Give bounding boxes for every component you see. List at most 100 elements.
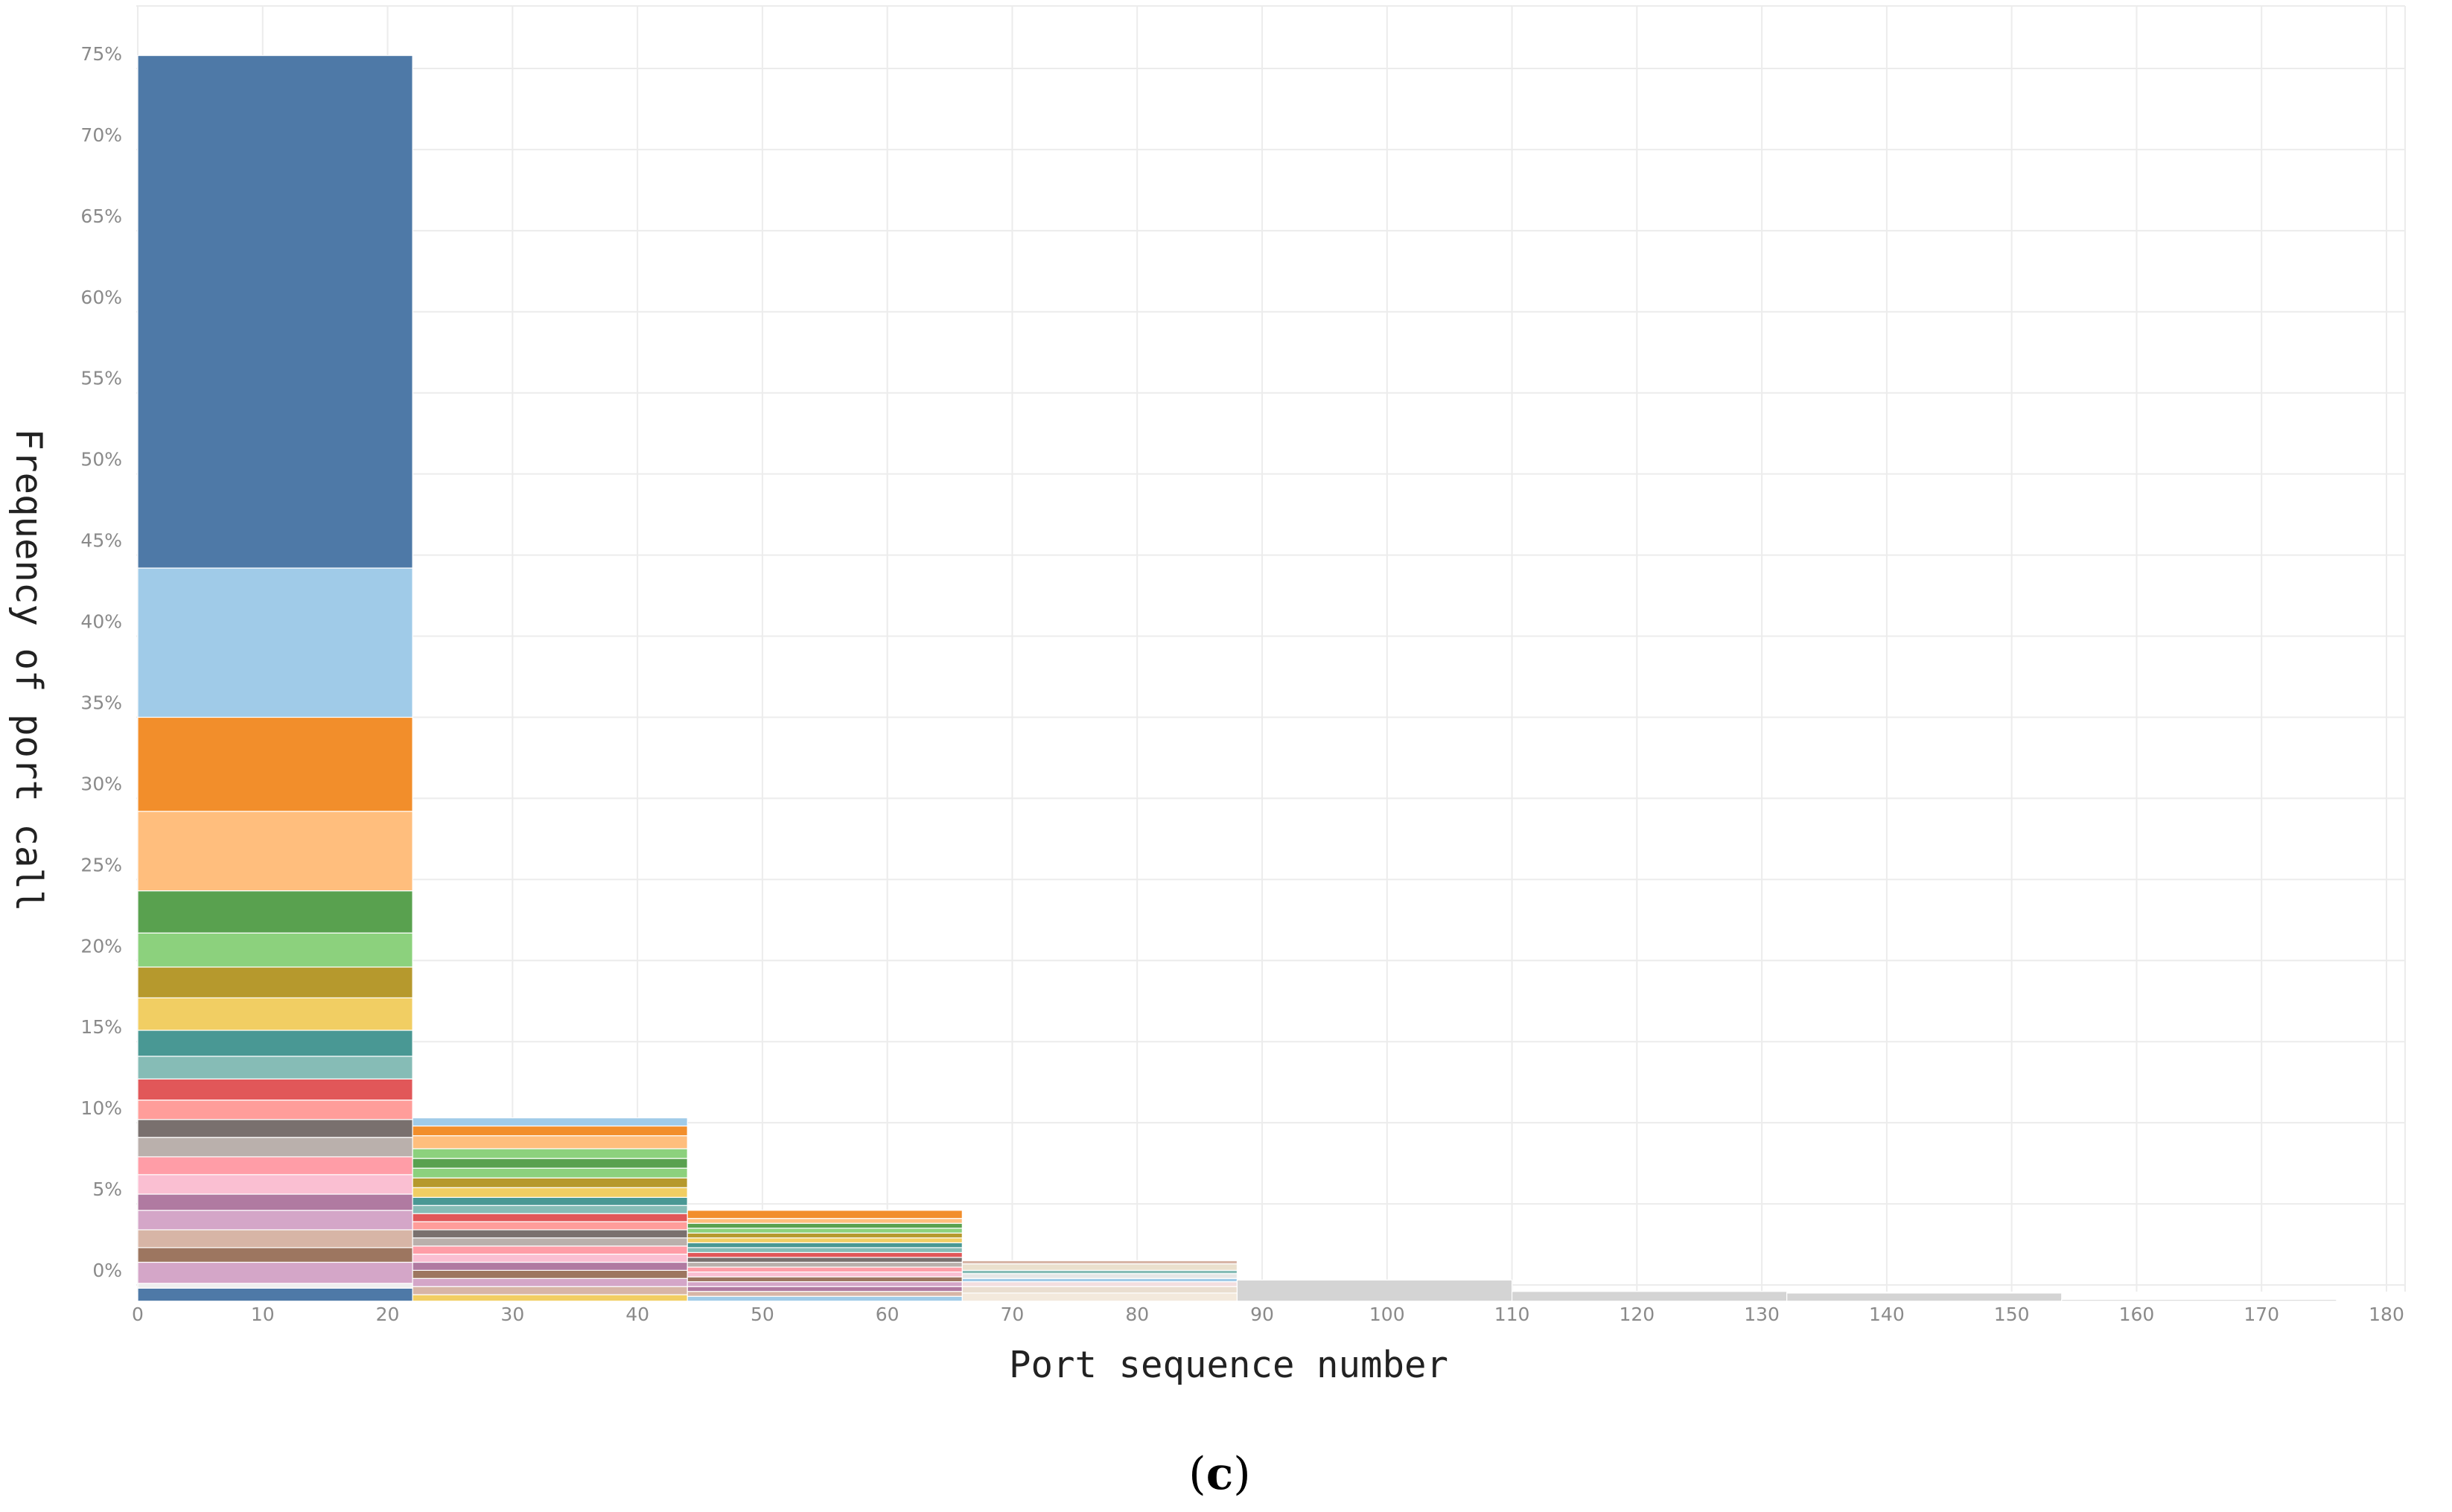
bar-segment-2-8 — [687, 1257, 963, 1263]
bar-bin-3 — [961, 1260, 1238, 1302]
bar-segment-0-2 — [137, 1261, 413, 1284]
y-tick-label-2: 10% — [80, 1097, 122, 1119]
bar-segment-4-0 — [1236, 1279, 1513, 1302]
bar-segment-1-19 — [412, 1125, 688, 1137]
bar-segment-3-0 — [961, 1292, 1238, 1302]
grid — [136, 5, 2406, 1292]
bar-bin-2 — [687, 1210, 963, 1302]
bar-segment-1-18 — [412, 1135, 688, 1149]
bar-segment-0-1 — [137, 1283, 413, 1289]
bar-segment-2-14 — [687, 1228, 963, 1234]
bar-segment-0-12 — [137, 1078, 413, 1101]
x-tick-labels: 0 10 20 30 40 50 60 70 80 90 100 110 120 130 140 150 160… — [132, 1304, 2404, 1325]
bar-segment-0-8 — [137, 1156, 413, 1176]
bar-segment-0-17 — [137, 932, 413, 968]
bar-segment-1-3 — [412, 1269, 688, 1279]
bar-segment-0-9 — [137, 1137, 413, 1158]
y-tick-label-5: 25% — [80, 854, 122, 875]
bar-segment-0-16 — [137, 966, 413, 998]
bar-segment-7-0 — [2061, 1299, 2337, 1302]
y-tick-label-6: 30% — [80, 773, 122, 794]
bar-segment-1-10 — [412, 1213, 688, 1222]
bar-segment-5-0 — [1511, 1291, 1788, 1302]
bar-bin-6 — [1786, 1292, 2063, 1302]
bar-segment-3-1 — [961, 1286, 1238, 1294]
bar-segment-0-5 — [137, 1210, 413, 1231]
bar-segment-1-11 — [412, 1205, 688, 1214]
bar-segment-1-9 — [412, 1221, 688, 1231]
bar-segment-1-8 — [412, 1229, 688, 1239]
bar-segment-1-13 — [412, 1187, 688, 1198]
bar-segment-0-21 — [137, 567, 413, 718]
bar-segment-2-3 — [687, 1281, 963, 1287]
bar-segment-2-1 — [687, 1291, 963, 1297]
panel-label-close: ) — [1233, 1448, 1250, 1500]
y-tick-label-15: 75% — [80, 43, 122, 65]
bar-segment-3-7 — [961, 1260, 1238, 1265]
histogram-bars — [137, 54, 2337, 1302]
y-tick-label-14: 70% — [80, 124, 122, 146]
x-tick-label-9: 90 — [1250, 1304, 1274, 1325]
y-axis-title: Frequency of port call — [7, 428, 50, 911]
bar-segment-1-15 — [412, 1167, 688, 1178]
bar-segment-2-11 — [687, 1242, 963, 1248]
bar-segment-3-4 — [961, 1273, 1238, 1279]
y-tick-label-0: 0% — [92, 1260, 122, 1281]
bar-segment-1-17 — [412, 1148, 688, 1159]
x-tick-label-1: 10 — [251, 1304, 275, 1325]
bar-segment-1-1 — [412, 1286, 688, 1295]
bar-segment-2-12 — [687, 1237, 963, 1243]
x-tick-label-15: 150 — [1994, 1304, 2030, 1325]
bar-segment-0-19 — [137, 811, 413, 892]
y-tick-label-8: 40% — [80, 611, 122, 633]
x-tick-label-10: 100 — [1369, 1304, 1405, 1325]
x-tick-label-0: 0 — [132, 1304, 144, 1325]
x-tick-label-6: 60 — [876, 1304, 899, 1325]
bar-segment-2-0 — [687, 1295, 963, 1302]
x-tick-label-18: 180 — [2369, 1304, 2404, 1325]
bar-segment-2-15 — [687, 1222, 963, 1229]
x-axis-title: Port sequence number — [1009, 1344, 1448, 1386]
bar-segment-2-2 — [687, 1286, 963, 1292]
bar-segment-0-15 — [137, 997, 413, 1031]
bar-segment-0-13 — [137, 1056, 413, 1079]
bar-segment-2-13 — [687, 1232, 963, 1239]
x-tick-label-13: 130 — [1744, 1304, 1780, 1325]
x-tick-label-5: 50 — [751, 1304, 774, 1325]
y-tick-label-1: 5% — [92, 1178, 122, 1200]
bar-segment-1-14 — [412, 1177, 688, 1188]
x-tick-label-12: 120 — [1619, 1304, 1655, 1325]
bar-segment-0-11 — [137, 1100, 413, 1120]
x-tick-label-17: 170 — [2244, 1304, 2279, 1325]
bar-segment-6-0 — [1786, 1292, 2063, 1302]
bar-segment-2-17 — [687, 1210, 963, 1219]
panel-label-open: ( — [1188, 1448, 1206, 1500]
bar-segment-0-22 — [137, 54, 413, 569]
bar-segment-3-3 — [961, 1277, 1238, 1283]
bar-segment-3-6 — [961, 1263, 1238, 1271]
bar-bin-7 — [2061, 1299, 2337, 1302]
bar-segment-0-4 — [137, 1229, 413, 1248]
y-tick-label-4: 20% — [80, 935, 122, 957]
x-tick-label-7: 70 — [1001, 1304, 1025, 1325]
bar-bin-5 — [1511, 1291, 1788, 1302]
x-tick-label-14: 140 — [1869, 1304, 1905, 1325]
y-tick-labels: 0% 5% 10% 15% 20% 25% 30% 35% 40% 45% 50% 55% 60% 65%… — [80, 43, 122, 1281]
bar-segment-1-2 — [412, 1277, 688, 1287]
bar-segment-1-12 — [412, 1196, 688, 1206]
y-tick-label-13: 65% — [80, 205, 122, 227]
bar-segment-2-4 — [687, 1276, 963, 1283]
bar-segment-1-4 — [412, 1261, 688, 1271]
y-tick-label-11: 55% — [80, 368, 122, 389]
x-tick-label-8: 80 — [1125, 1304, 1149, 1325]
bar-segment-1-6 — [412, 1245, 688, 1255]
y-tick-label-12: 60% — [80, 287, 122, 308]
bar-segment-3-2 — [961, 1281, 1238, 1287]
bar-segment-0-0 — [137, 1287, 413, 1302]
bar-segment-1-7 — [412, 1237, 688, 1247]
x-tick-label-2: 20 — [376, 1304, 400, 1325]
bar-segment-2-7 — [687, 1261, 963, 1268]
bar-bin-0 — [137, 54, 413, 1302]
bar-segment-1-5 — [412, 1254, 688, 1263]
